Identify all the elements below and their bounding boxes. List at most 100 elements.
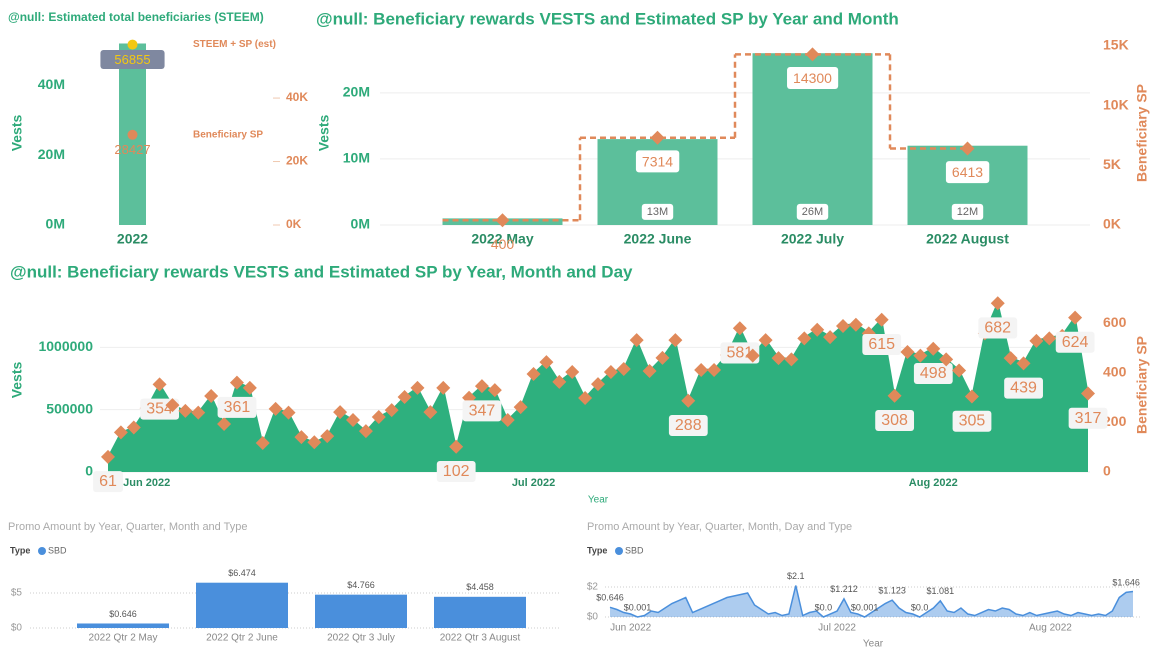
x-tick-label: Aug 2022 [909,477,958,489]
point [397,390,412,405]
data-label: 615 [868,336,895,353]
chart-title: Promo Amount by Year, Quarter, Month and… [8,521,248,533]
point [320,429,335,444]
point [358,424,373,439]
data-label: $0.0 [911,602,929,612]
y2-tick-label: 0K [286,217,302,231]
y2-tick-label: 200 [1103,413,1127,429]
point [165,398,180,413]
point [681,393,696,408]
data-label: 102 [443,463,470,480]
point [371,410,386,425]
point [191,405,206,420]
bar [196,582,288,628]
label-box [796,203,829,220]
point [526,366,541,381]
point [487,383,502,398]
point [410,380,425,395]
y-tick-label: 500000 [46,400,93,416]
point [707,363,722,378]
data-label: 61 [99,473,117,490]
x-tick-label: 2022 Qtr 3 August [440,633,521,644]
label-box [93,471,123,493]
y2-tick-label: 0 [1103,463,1111,479]
point [242,380,257,395]
data-label: $0.0 [815,602,833,612]
point [384,403,399,418]
data-label: 498 [920,365,947,382]
data-label: 581 [726,344,753,361]
data-label: 317 [1075,410,1102,427]
point [113,425,128,440]
bar-label: $4.766 [347,580,375,590]
point [333,405,348,420]
y-axis-title: Vests [316,114,332,151]
data-label: 347 [469,402,496,419]
point [436,380,451,395]
data-label: $2.1 [787,571,805,581]
point [952,363,967,378]
legend-label: SBD [48,545,67,555]
y2-tick-label: 10K [1103,96,1129,112]
label-box [787,67,839,90]
y-axis-title: Vests [9,114,25,151]
label-box [913,362,953,384]
label-box [217,396,257,418]
series-annotation: STEEM + SP (est) [193,39,276,50]
legend-marker [615,547,623,555]
x-tick-label: Aug 2022 [1029,623,1072,634]
bar-label: $4.458 [466,582,494,592]
y-tick-label: 0M [351,216,370,232]
x-tick-label: 2022 Qtr 3 July [327,633,395,644]
point [732,321,747,336]
point [745,348,760,363]
point [603,365,618,380]
point [990,296,1005,311]
y2-axis-title: Beneficiary SP [1134,84,1150,182]
chart-title: @null: Beneficiary rewards VESTS and Est… [10,262,633,281]
point [1068,310,1083,325]
bar-label: $6.474 [228,568,256,578]
point [848,317,863,332]
point [1016,356,1031,371]
data-label: $1.646 [1112,578,1140,588]
label-box [978,317,1018,339]
bar-label: 13M [647,206,668,218]
data-label: 682 [984,319,1011,336]
chart-title: Promo Amount by Year, Quarter, Month, Da… [587,521,852,533]
bar [434,596,526,628]
point [591,377,605,392]
x-tick-label: 2022 Qtr 2 June [206,633,278,644]
point [126,420,141,435]
line-marker [495,213,510,228]
point [1003,351,1018,366]
point [874,312,889,327]
label-box [462,400,502,422]
y-tick-label: 0 [85,463,93,479]
point [1042,331,1057,346]
point [204,389,219,404]
legend-label: SBD [625,545,644,555]
line-marker [960,141,975,156]
label-box [951,203,984,220]
data-label: 624 [1062,334,1089,351]
y-tick-label: 0M [46,216,65,232]
y2-tick-label: 0K [1103,216,1121,232]
point [668,333,683,348]
y2-tick-label: 15K [1103,37,1129,53]
x-tick-label: 2022 May [471,231,533,247]
area-line [609,585,1134,618]
y2-axis-title: Beneficiary SP [1134,336,1150,434]
x-axis-title: Year [588,495,609,506]
data-label: $1.123 [878,586,906,596]
point [900,344,915,359]
point [229,375,244,390]
point [1081,386,1095,401]
chart-title: @null: Estimated total beneficiaries (ST… [8,10,264,24]
data-label: 6413 [952,164,983,180]
bar [77,623,169,628]
y2-tick-label: 5K [1103,156,1121,172]
area-fill [610,585,1133,617]
